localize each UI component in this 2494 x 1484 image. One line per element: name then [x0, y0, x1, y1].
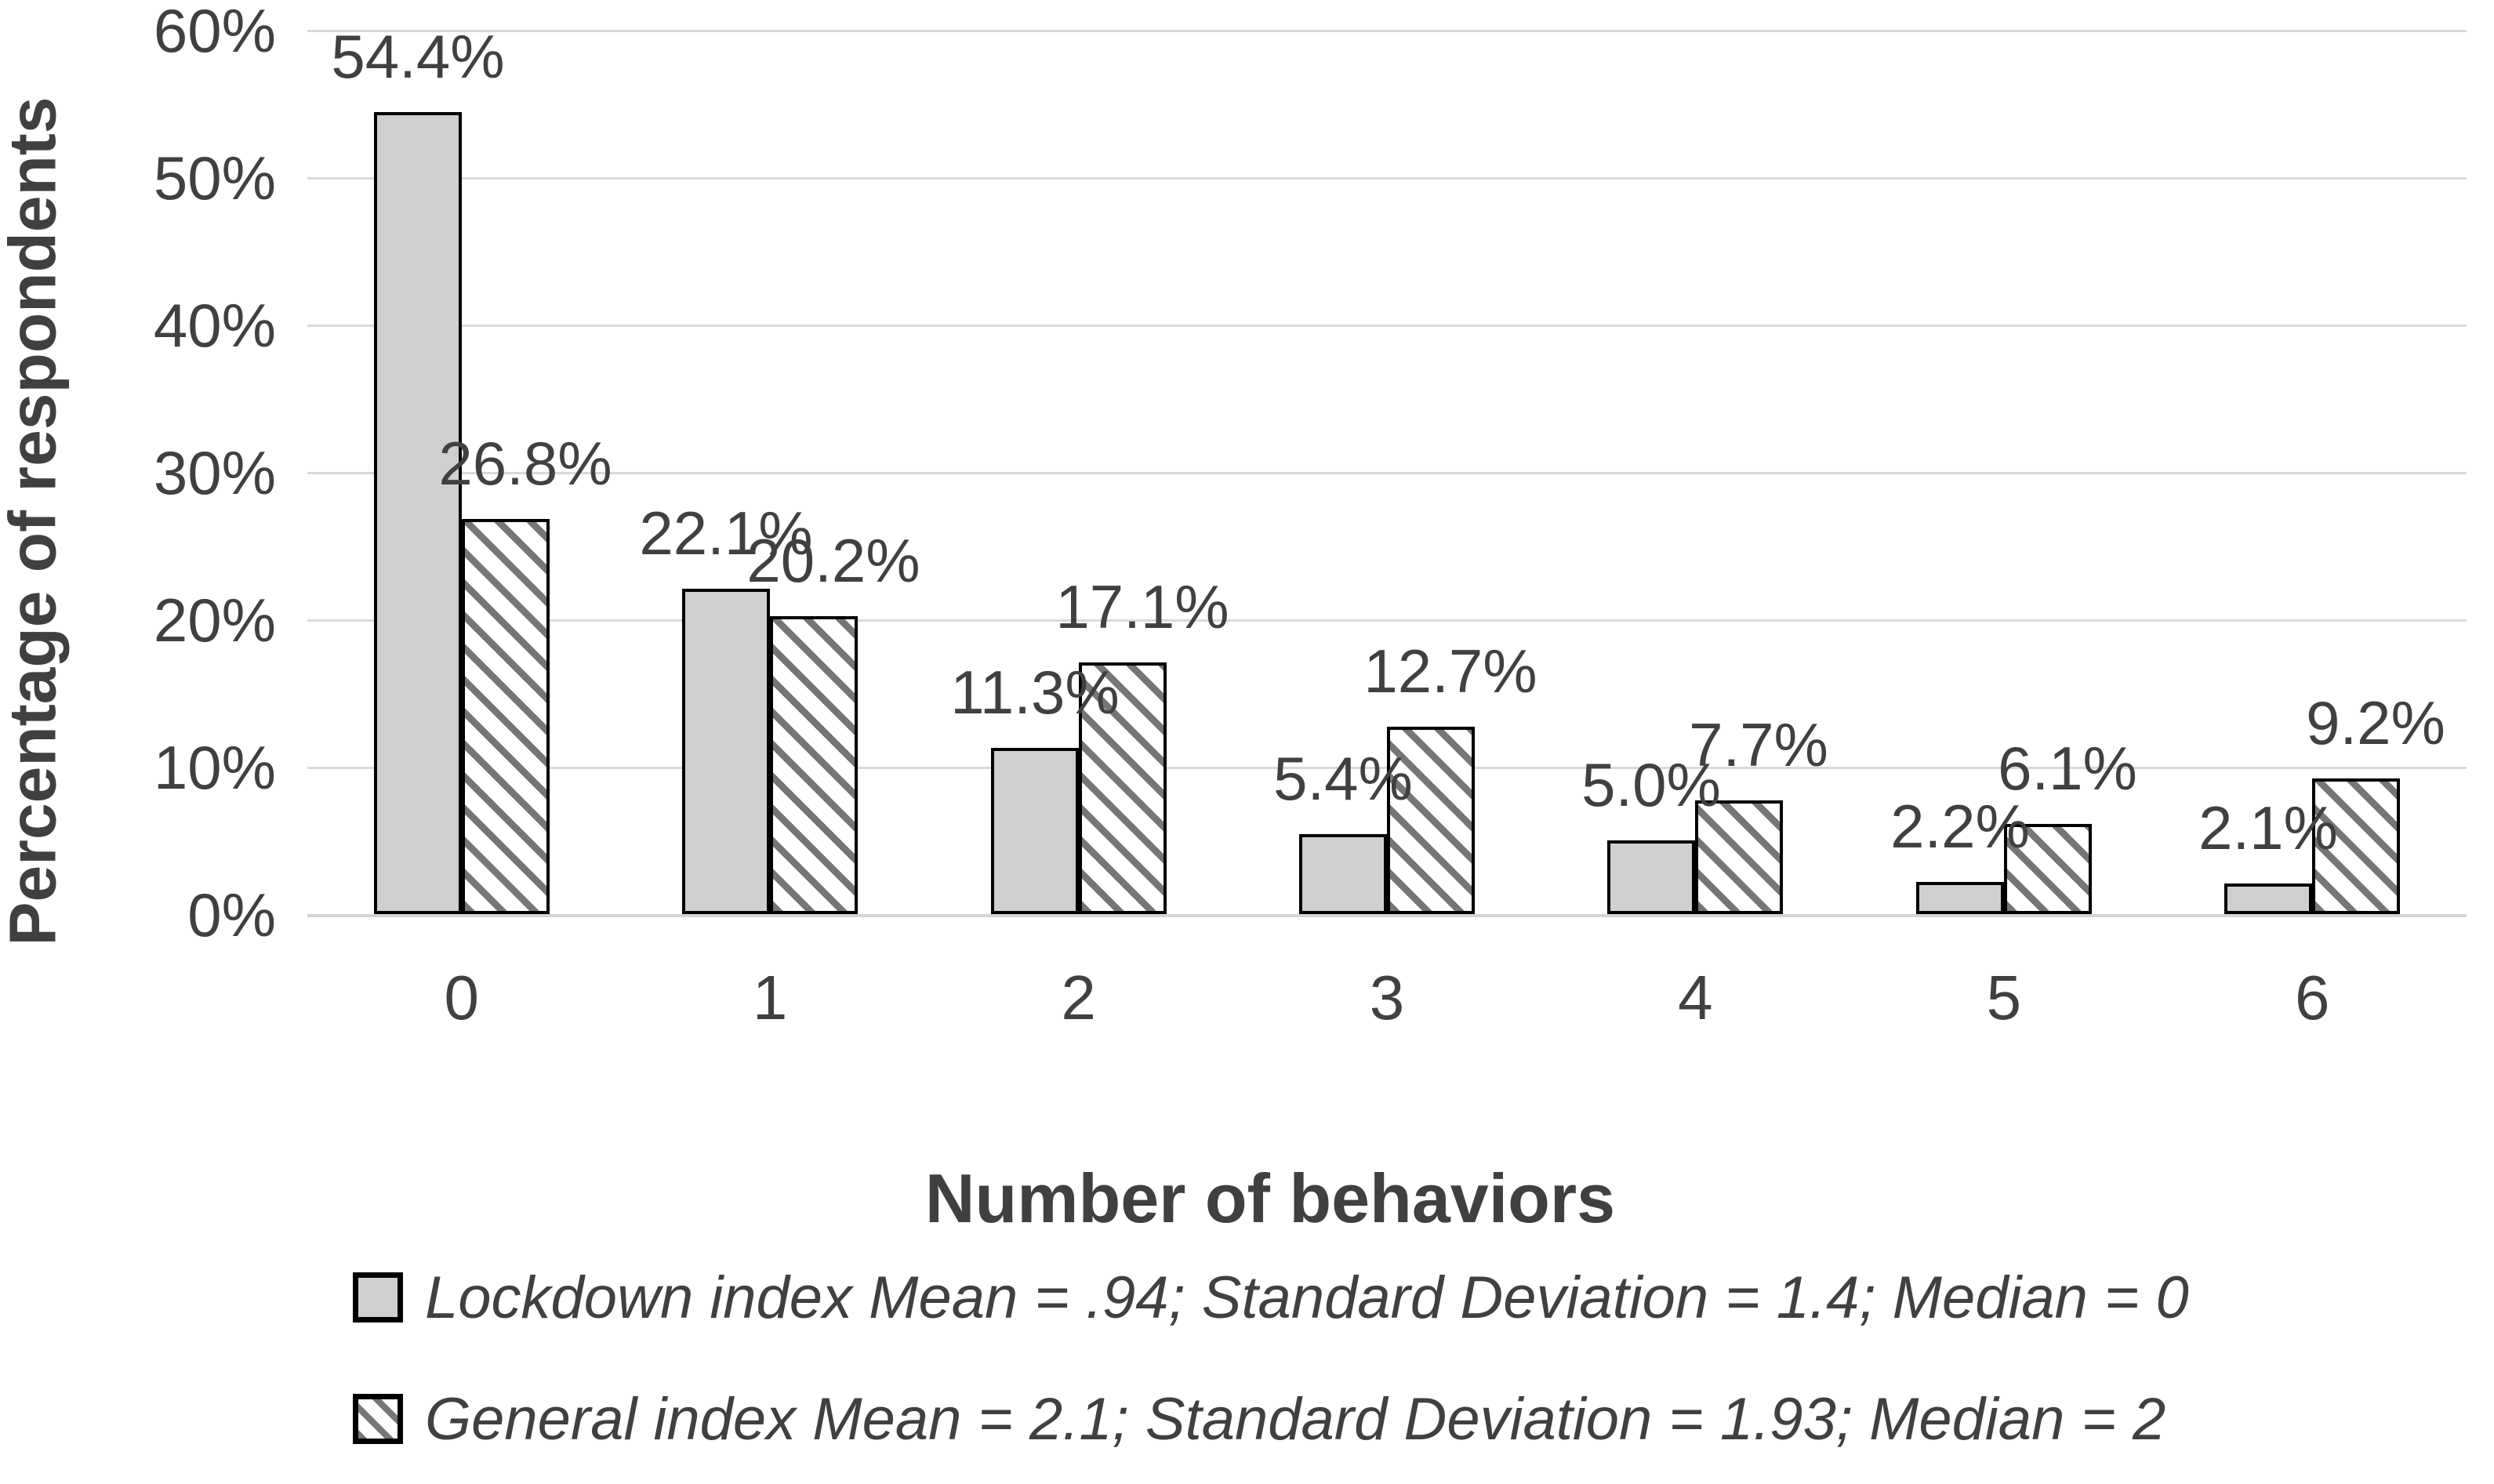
x-category-label-2: 2: [1061, 963, 1096, 1032]
y-tick-label-0%: 0%: [187, 880, 276, 949]
bar-general-index-5: [2004, 824, 2092, 914]
bar-label-general-index-6: 9.2%: [2306, 688, 2445, 757]
bar-lockdown-index-4: [1607, 840, 1695, 914]
bar-general-index-1: [770, 616, 858, 914]
y-tick-label-60%: 60%: [153, 0, 276, 65]
bar-general-index-3: [1387, 727, 1475, 914]
bar-label-lockdown-index-0: 54.4%: [331, 22, 505, 91]
bar-label-general-index-4: 7.7%: [1689, 710, 1828, 779]
gridline-40%: [307, 325, 2467, 327]
x-category-label-0: 0: [444, 963, 479, 1032]
legend-swatch-solid-icon: [353, 1272, 403, 1323]
y-tick-label-30%: 30%: [153, 438, 276, 507]
bar-general-index-2: [1079, 662, 1167, 914]
y-axis-title: Percentage of respondents: [0, 96, 70, 946]
bar-general-index-4: [1695, 800, 1783, 914]
bar-lockdown-index-3: [1299, 834, 1387, 914]
bar-label-general-index-2: 17.1%: [1055, 572, 1229, 641]
gridline-50%: [307, 177, 2467, 180]
bar-lockdown-index-6: [2224, 884, 2312, 914]
bar-label-general-index-1: 20.2%: [746, 526, 920, 595]
legend-label-general-index: General index Mean = 2.1; Standard Devia…: [425, 1385, 2166, 1453]
plot-area: 54.4% 26.8% 22.1% 20.2% 11.3% 17.1% 5.4% 12.7% 5…: [307, 24, 2467, 917]
bar-label-general-index-0: 26.8%: [438, 429, 612, 498]
y-tick-label-10%: 10%: [153, 733, 276, 802]
bar-label-general-index-5: 6.1%: [1998, 734, 2137, 803]
bar-general-index-0: [462, 519, 550, 914]
legend-item-general-index: General index Mean = 2.1; Standard Devia…: [353, 1380, 2189, 1458]
gridline-30%: [307, 472, 2467, 474]
x-category-label-6: 6: [2295, 963, 2330, 1032]
x-category-label-3: 3: [1369, 963, 1405, 1032]
bar-label-lockdown-index-6: 2.1%: [2198, 793, 2338, 862]
gridline-60%: [307, 30, 2467, 32]
legend-swatch-hatched-icon: [353, 1394, 403, 1444]
bar-lockdown-index-1: [682, 589, 770, 914]
bar-lockdown-index-2: [991, 748, 1079, 914]
bar-lockdown-index-5: [1916, 882, 2004, 914]
gridline-20%: [307, 619, 2467, 622]
legend-label-lockdown-index: Lockdown index Mean = .94; Standard Devi…: [425, 1264, 2189, 1331]
y-tick-label-20%: 20%: [153, 586, 276, 655]
bar-label-lockdown-index-2: 11.3%: [950, 658, 1120, 727]
bar-label-lockdown-index-1: 22.1%: [639, 499, 813, 568]
legend-item-lockdown-index: Lockdown index Mean = .94; Standard Devi…: [353, 1258, 2189, 1337]
bar-label-lockdown-index-5: 2.2%: [1890, 792, 2030, 861]
bar-label-general-index-3: 12.7%: [1363, 637, 1537, 706]
bar-label-lockdown-index-3: 5.4%: [1273, 744, 1413, 813]
legend: Lockdown index Mean = .94; Standard Devi…: [353, 1258, 2189, 1458]
x-category-label-4: 4: [1678, 963, 1713, 1032]
bar-label-lockdown-index-4: 5.0%: [1581, 750, 1721, 819]
x-axis-title: Number of behaviors: [924, 1159, 1616, 1237]
x-category-label-1: 1: [752, 963, 788, 1032]
y-tick-label-40%: 40%: [153, 291, 276, 360]
y-tick-label-50%: 50%: [153, 143, 276, 212]
bar-general-index-6: [2312, 778, 2400, 914]
x-category-label-5: 5: [1986, 963, 2022, 1032]
bar-lockdown-index-0: [374, 112, 462, 914]
gridline-0%: [307, 914, 2467, 917]
